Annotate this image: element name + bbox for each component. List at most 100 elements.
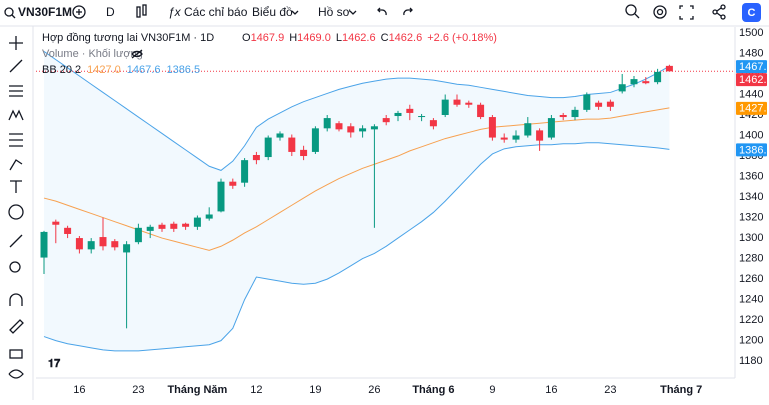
- redo[interactable]: [403, 7, 413, 16]
- y-tick-label: 1240: [739, 294, 763, 306]
- candle-body: [288, 137, 296, 152]
- chevron: [291, 10, 299, 15]
- brush-tool[interactable]: [9, 159, 23, 171]
- candle-body: [512, 135, 520, 140]
- candle-body: [500, 137, 508, 140]
- undo[interactable]: [377, 7, 387, 16]
- x-tick-label: Tháng Năm: [167, 384, 227, 396]
- y-tick-label: 1180: [739, 355, 763, 367]
- fib-tool[interactable]: [9, 85, 23, 97]
- candle-body: [241, 160, 249, 183]
- candle-body: [335, 123, 343, 130]
- legend-bb: BB 20 2 1427.0 1467.6 1386.5: [42, 64, 200, 76]
- symbol-search[interactable]: VN30F1M: [4, 5, 72, 19]
- ohlc-key: C: [381, 32, 389, 44]
- candle-body: [311, 128, 319, 152]
- indicators-button[interactable]: Các chỉ báo: [184, 5, 248, 19]
- candle-body: [406, 108, 414, 113]
- y-tick-label: 1220: [739, 314, 763, 326]
- y-tick-label: 1400: [739, 129, 763, 141]
- pattern-tool[interactable]: [8, 109, 24, 121]
- trend-line-tool[interactable]: [9, 59, 23, 73]
- y-tick-label: 1280: [739, 252, 763, 264]
- fullscreen-button[interactable]: [679, 5, 694, 20]
- legend-volume: Volume · Khối lượng: [42, 48, 143, 60]
- y-tick-label: 1300: [739, 232, 763, 244]
- legend-ohlc: O1467.9 H1469.0 L1462.6 C1462.6 +2.6 (+0.18%…: [242, 32, 497, 44]
- candle-body: [453, 99, 461, 105]
- price-tag: [736, 60, 767, 74]
- text-tool[interactable]: [10, 180, 22, 193]
- candle-body: [111, 241, 119, 248]
- ohlc-value: 1462.6: [389, 32, 423, 44]
- candle-body: [583, 94, 591, 110]
- candle-body: [64, 227, 72, 234]
- y-tick-label: 1440: [739, 88, 763, 100]
- app-logo[interactable]: [742, 3, 761, 22]
- bb-value: 1427.0: [87, 64, 121, 76]
- compare-button[interactable]: [72, 5, 86, 19]
- x-tick-label: Tháng 7: [660, 384, 702, 396]
- interval[interactable]: D: [106, 5, 115, 19]
- ohlc-value: 1467.9: [251, 32, 285, 44]
- x-tick-label: 12: [250, 384, 262, 396]
- profile-button[interactable]: Hồ sơ: [318, 5, 351, 19]
- symbol[interactable]: VN30F1M: [18, 5, 72, 19]
- icon-tool[interactable]: [8, 204, 24, 220]
- x-tick-label: 16: [73, 384, 85, 396]
- stay-drawing-tool[interactable]: [9, 319, 24, 334]
- hidden-icon[interactable]: [131, 49, 143, 59]
- x-tick-label: 9: [489, 384, 495, 396]
- candle-body: [276, 133, 284, 138]
- price-tag-label: 1467.6: [739, 61, 769, 73]
- zoom-tool[interactable]: [9, 261, 21, 273]
- x-tick-label: Tháng 6: [412, 384, 454, 396]
- price-tag-label: 1386.5: [739, 144, 769, 156]
- bb-value: 1467.6: [127, 64, 161, 76]
- search-button[interactable]: [625, 4, 640, 19]
- y-tick-label: 1200: [739, 335, 763, 347]
- candle-body: [123, 244, 131, 253]
- x-tick-label: 23: [604, 384, 616, 396]
- app-logo-letter: C: [748, 7, 756, 19]
- candle-body: [477, 104, 485, 118]
- price-tag-label: 1462.6: [739, 74, 769, 86]
- x-tick-label: 16: [545, 384, 557, 396]
- candle-body: [654, 71, 662, 83]
- candle-body: [146, 226, 154, 231]
- candle-body: [229, 181, 237, 186]
- ohlc-value: 1462.6: [342, 32, 376, 44]
- lock-tool[interactable]: [9, 349, 23, 359]
- price-tag: [736, 143, 767, 157]
- layout-button[interactable]: Biểu đồ: [252, 5, 293, 19]
- candle-body: [465, 102, 473, 105]
- candle-body: [75, 238, 83, 250]
- candle-body: [87, 241, 95, 250]
- fx-icon: ƒx: [168, 5, 182, 19]
- candle-body: [40, 231, 48, 258]
- projection-tool[interactable]: [9, 133, 23, 147]
- ohlc-change: +2.6 (+0.18%): [427, 32, 497, 44]
- bb-band-line: [43, 50, 670, 171]
- x-tick-label: 26: [368, 384, 380, 396]
- candle-body: [618, 84, 626, 92]
- magnet-tool[interactable]: [9, 293, 23, 306]
- candle-body: [642, 81, 650, 84]
- plot: 1180 1200 1220 1240 1260 1280 1300 1320 1340 1360…: [36, 27, 769, 396]
- top-toolbar: [0, 0, 769, 26]
- settings-button[interactable]: [653, 5, 667, 19]
- candle-body: [418, 116, 426, 118]
- measure-tool[interactable]: [9, 234, 23, 248]
- candle-body: [347, 126, 355, 133]
- candle-body: [547, 118, 555, 138]
- chart-type-button[interactable]: [136, 4, 147, 18]
- visibility-tool[interactable]: [8, 369, 24, 379]
- ohlc-value: 1469.0: [297, 32, 331, 44]
- share-button[interactable]: [712, 4, 726, 20]
- crosshair-tool[interactable]: [9, 36, 23, 50]
- candle-body: [394, 112, 402, 117]
- y-tick-label: 1340: [739, 191, 763, 203]
- candle-body: [630, 79, 638, 85]
- candle-body: [193, 217, 201, 227]
